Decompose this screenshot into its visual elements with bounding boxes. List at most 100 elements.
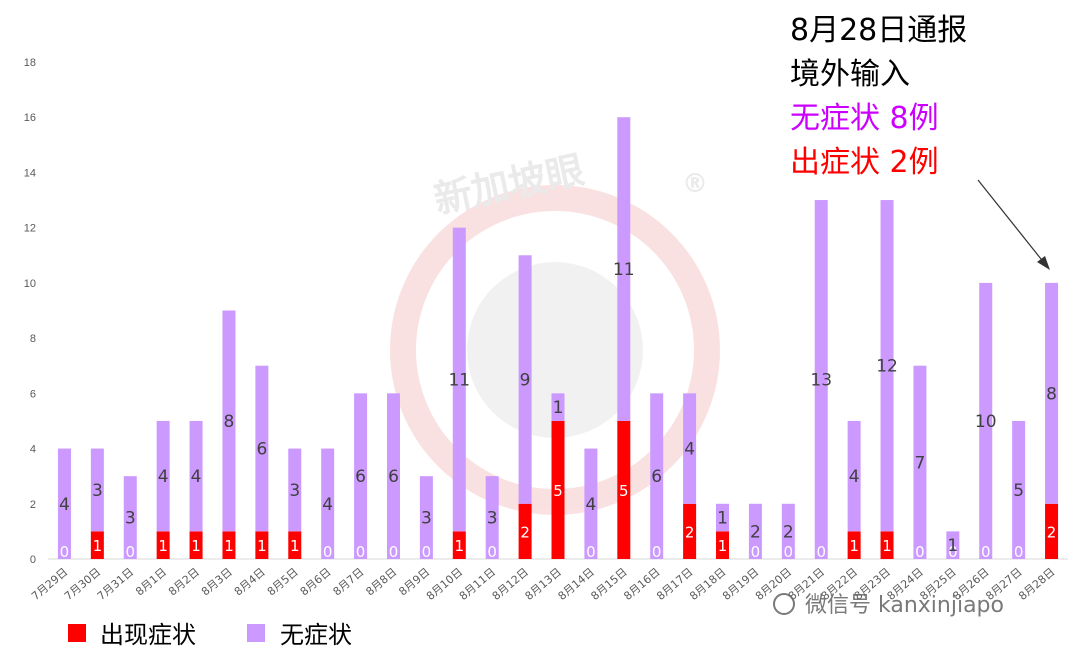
- bar-asymptomatic: [847, 420, 861, 532]
- x-tick-label: 7月31日: [95, 565, 136, 603]
- data-label-symptomatic: 1: [718, 537, 728, 555]
- watermark-mark: ®: [682, 169, 708, 199]
- data-label-symptomatic: 2: [685, 523, 695, 541]
- bar-symptomatic: [156, 531, 170, 559]
- bar-asymptomatic: [518, 255, 532, 504]
- bar-asymptomatic: [123, 476, 137, 559]
- bar-symptomatic: [288, 531, 302, 559]
- x-tick-label: 8月7日: [331, 565, 367, 598]
- data-label-asymptomatic: 2: [783, 522, 794, 542]
- data-label-asymptomatic: 5: [1013, 481, 1024, 501]
- x-tick-label: 8月6日: [298, 565, 334, 598]
- data-label-symptomatic: 1: [158, 537, 168, 555]
- bar-asymptomatic: [781, 503, 795, 559]
- y-tick-label: 0: [30, 554, 36, 566]
- data-label-asymptomatic: 9: [520, 371, 531, 391]
- data-label-asymptomatic: 1: [553, 398, 564, 418]
- watermark-disc: [467, 262, 643, 438]
- wechat-id-text: 微信号 kanxinjiapo: [805, 593, 1004, 618]
- legend-swatch-asymptomatic: [247, 624, 265, 642]
- annotation: 8月28日通报 境外输入 无症状 8例 出症状 2例: [790, 13, 1050, 270]
- bar-symptomatic: [518, 503, 532, 559]
- data-label-asymptomatic: 7: [915, 453, 926, 473]
- data-label-asymptomatic: 13: [810, 371, 832, 391]
- data-label-symptomatic: 0: [125, 543, 135, 561]
- bar-asymptomatic: [222, 310, 236, 532]
- data-label-symptomatic: 0: [323, 543, 333, 561]
- bar-asymptomatic: [321, 448, 335, 559]
- bar-symptomatic: [551, 420, 565, 559]
- data-label-asymptomatic: 4: [59, 495, 70, 515]
- bar-asymptomatic: [189, 420, 203, 532]
- x-tick-label: 8月18日: [687, 565, 728, 603]
- data-label-symptomatic: 0: [487, 543, 497, 561]
- data-label-symptomatic: 1: [93, 537, 103, 555]
- x-tick-label: 8月20日: [753, 565, 794, 603]
- annotation-line1: 8月28日通报: [790, 13, 967, 48]
- data-label-symptomatic: 2: [520, 523, 530, 541]
- data-label-symptomatic: 5: [619, 482, 629, 500]
- bar-symptomatic: [452, 531, 466, 559]
- annotation-line4: 出症状 2例: [790, 145, 939, 180]
- data-label-symptomatic: 0: [948, 543, 958, 561]
- data-label-asymptomatic: 4: [849, 467, 860, 487]
- bar-asymptomatic: [90, 448, 104, 532]
- bar-asymptomatic: [913, 365, 927, 559]
- data-label-symptomatic: 0: [652, 543, 662, 561]
- y-tick-label: 8: [30, 333, 36, 345]
- x-tick-label: 8月4日: [232, 565, 268, 598]
- data-label-symptomatic: 1: [882, 537, 892, 555]
- bar-asymptomatic: [255, 365, 269, 532]
- data-label-asymptomatic: 6: [651, 467, 662, 487]
- wechat-icon: [773, 593, 795, 615]
- data-label-asymptomatic: 6: [388, 467, 399, 487]
- data-label-symptomatic: 0: [751, 543, 761, 561]
- data-label-asymptomatic: 1: [717, 509, 728, 529]
- bar-asymptomatic: [386, 393, 400, 559]
- data-label-asymptomatic: 6: [256, 440, 267, 460]
- y-tick-label: 12: [24, 223, 36, 235]
- bar-asymptomatic: [1045, 282, 1059, 504]
- bar-asymptomatic: [485, 476, 499, 559]
- bar-symptomatic: [716, 531, 730, 559]
- x-tick-label: 8月2日: [166, 565, 202, 598]
- x-tick-label: 8月8日: [363, 565, 399, 598]
- bar-asymptomatic: [452, 227, 466, 532]
- bar-symptomatic: [617, 420, 631, 559]
- wechat-footer: 微信号 kanxinjiapo: [773, 593, 1004, 618]
- bar-asymptomatic: [354, 393, 368, 559]
- data-label-symptomatic: 0: [422, 543, 432, 561]
- data-label-symptomatic: 1: [290, 537, 300, 555]
- data-label-asymptomatic: 8: [224, 412, 235, 432]
- data-labels-layer: 0413031414181613040606031110329510451106…: [59, 260, 1057, 561]
- data-label-symptomatic: 0: [915, 543, 925, 561]
- bar-asymptomatic: [748, 503, 762, 559]
- data-label-asymptomatic: 12: [876, 357, 898, 377]
- data-label-asymptomatic: 10: [975, 412, 997, 432]
- bars-layer: [57, 117, 1059, 560]
- data-label-symptomatic: 0: [389, 543, 399, 561]
- bar-symptomatic: [683, 503, 697, 559]
- bar-symptomatic: [255, 531, 269, 559]
- data-label-symptomatic: 1: [191, 537, 201, 555]
- data-label-symptomatic: 0: [586, 543, 596, 561]
- data-label-asymptomatic: 4: [158, 467, 169, 487]
- data-label-symptomatic: 1: [224, 537, 234, 555]
- bar-asymptomatic: [880, 200, 894, 532]
- data-label-symptomatic: 0: [60, 543, 70, 561]
- data-label-asymptomatic: 1: [947, 536, 958, 556]
- annotation-line2: 境外输入: [790, 57, 910, 92]
- x-tick-label: 8月15日: [588, 565, 629, 603]
- legend: 出现症状 无症状: [68, 621, 352, 649]
- bar-asymptomatic: [156, 420, 170, 532]
- y-tick-label: 4: [30, 444, 36, 456]
- x-tick-label: 8月13日: [523, 565, 564, 603]
- data-label-asymptomatic: 3: [125, 509, 136, 529]
- bar-symptomatic: [90, 531, 104, 559]
- bar-symptomatic: [1045, 503, 1059, 559]
- data-label-asymptomatic: 11: [613, 260, 635, 280]
- x-tick-label: 8月5日: [265, 565, 301, 598]
- bar-asymptomatic: [617, 117, 631, 421]
- x-tick-label: 7月29日: [29, 565, 70, 603]
